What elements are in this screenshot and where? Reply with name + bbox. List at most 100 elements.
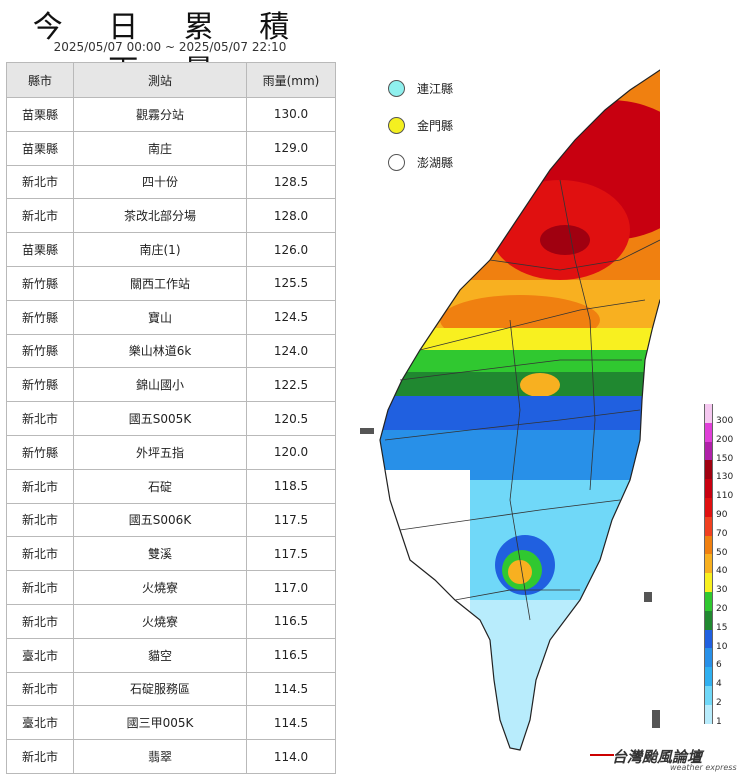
scale-label: 10: [716, 641, 728, 652]
island-label: 澎湖縣: [417, 156, 454, 170]
county-cell: 苗栗縣: [6, 130, 74, 166]
county-cell: 苗栗縣: [6, 97, 74, 132]
taiwan-outline: [379, 69, 660, 751]
rainfall-cell: 130.0: [246, 97, 336, 132]
station-cell: 外坪五指: [73, 434, 247, 470]
scale-swatch: [704, 441, 713, 461]
rainfall-cell: 120.0: [246, 434, 336, 470]
scale-label: 4: [716, 679, 722, 690]
island-legend-item: 連江縣: [388, 70, 453, 107]
county-cell: 新北市: [6, 164, 74, 200]
scale-swatch: [704, 685, 713, 705]
scale-swatch: [704, 554, 713, 574]
scale-label: 130: [716, 472, 734, 483]
table-header-row: 縣市 測站 雨量(mm): [6, 62, 336, 98]
station-cell: 雙溪: [73, 536, 247, 572]
station-cell: 錦山國小: [73, 367, 247, 403]
station-cell: 火燒寮: [73, 603, 247, 639]
rainfall-cell: 114.0: [246, 739, 336, 774]
county-cell: 新竹縣: [6, 434, 74, 470]
forum-logo: 台灣颱風論壇 weather express: [590, 744, 740, 772]
scale-label: 40: [716, 566, 728, 577]
table-row: 新北市 雙溪 117.5: [6, 536, 336, 572]
scale-label: 70: [716, 528, 728, 539]
rainfall-cell: 126.0: [246, 232, 336, 267]
header-rainfall: 雨量(mm): [246, 62, 336, 98]
scale-swatch: [704, 648, 713, 668]
rainfall-cell: 125.5: [246, 265, 336, 301]
rainfall-cell: 120.5: [246, 401, 336, 436]
table-row: 新北市 茶改北部分場 128.0: [6, 198, 336, 234]
county-cell: 新北市: [6, 401, 74, 436]
rainfall-cell: 128.5: [246, 164, 336, 200]
county-cell: 新北市: [6, 739, 74, 774]
county-cell: 新北市: [6, 570, 74, 605]
rainfall-cell: 116.5: [246, 603, 336, 639]
station-cell: 火燒寮: [73, 570, 247, 605]
station-cell: 觀霧分站: [73, 97, 247, 132]
county-cell: 新北市: [6, 468, 74, 504]
rainfall-fill: [380, 64, 660, 750]
scale-label: 1: [716, 716, 722, 727]
scale-swatch: [704, 516, 713, 536]
scale-swatch: [704, 591, 713, 611]
scale-label: 50: [716, 547, 728, 558]
scale-swatch: [704, 479, 713, 498]
station-cell: 關西工作站: [73, 265, 247, 301]
table-row: 新北市 石碇服務區 114.5: [6, 671, 336, 707]
station-cell: 國三甲005K: [73, 705, 247, 741]
table-row: 新北市 國五S005K 120.5: [6, 401, 336, 436]
taiwan-rainfall-map: [360, 64, 660, 751]
rainfall-cell: 117.5: [246, 502, 336, 538]
scale-label: 15: [716, 622, 728, 633]
county-cell: 臺北市: [6, 637, 74, 673]
county-cell: 苗栗縣: [6, 232, 74, 267]
outlying-islands: [360, 428, 660, 728]
table-row: 苗栗縣 南庄(1) 126.0: [6, 232, 336, 267]
station-cell: 國五S006K: [73, 502, 247, 538]
table-row: 新北市 石碇 118.5: [6, 468, 336, 504]
rainfall-cell: 117.5: [246, 536, 336, 572]
table-row: 新北市 火燒寮 116.5: [6, 603, 336, 639]
scale-swatch: [704, 422, 713, 442]
island-color-dot: [388, 80, 405, 97]
island-label: 金門縣: [417, 119, 454, 133]
scale-swatch: [704, 629, 713, 649]
rainfall-cell: 128.0: [246, 198, 336, 234]
table-row: 新竹縣 外坪五指 120.0: [6, 434, 336, 470]
scale-swatch: [704, 667, 713, 686]
header-station: 測站: [73, 62, 247, 98]
station-cell: 石碇服務區: [73, 671, 247, 707]
county-cell: 新竹縣: [6, 299, 74, 335]
scale-swatch: [704, 610, 713, 630]
logo-subtext: weather express: [670, 763, 737, 772]
scale-label: 200: [716, 434, 734, 445]
logo-text: 台灣颱風論壇: [612, 748, 703, 766]
county-cell: 新北市: [6, 536, 74, 572]
table-row: 臺北市 國三甲005K 114.5: [6, 705, 336, 741]
county-cell: 新竹縣: [6, 265, 74, 301]
station-cell: 翡翠: [73, 739, 247, 774]
rainfall-cell: 124.5: [246, 299, 336, 335]
county-cell: 新竹縣: [6, 333, 74, 369]
scale-label: 300: [716, 416, 734, 426]
island-label: 連江縣: [417, 82, 454, 96]
table-row: 新北市 四十份 128.5: [6, 164, 336, 200]
station-cell: 南庄: [73, 130, 247, 166]
rainfall-cell: 117.0: [246, 570, 336, 605]
scale-swatch: [704, 573, 713, 592]
rainfall-table: 縣市 測站 雨量(mm) 苗栗縣 觀霧分站 130.0 苗栗縣 南庄 129.0 新北市 四十…: [6, 62, 336, 774]
rainfall-cell: 114.5: [246, 671, 336, 707]
header-county: 縣市: [6, 62, 74, 98]
station-cell: 貓空: [73, 637, 247, 673]
county-cell: 新竹縣: [6, 367, 74, 403]
scale-swatch: [704, 535, 713, 555]
station-cell: 國五S005K: [73, 401, 247, 436]
county-cell: 臺北市: [6, 705, 74, 741]
station-cell: 四十份: [73, 164, 247, 200]
station-cell: 南庄(1): [73, 232, 247, 267]
time-range: 2025/05/07 00:00 ~ 2025/05/07 22:10: [53, 40, 287, 54]
table-row: 新北市 翡翠 114.0: [6, 739, 336, 774]
rainfall-cell: 122.5: [246, 367, 336, 403]
scale-label: 2: [716, 698, 722, 708]
